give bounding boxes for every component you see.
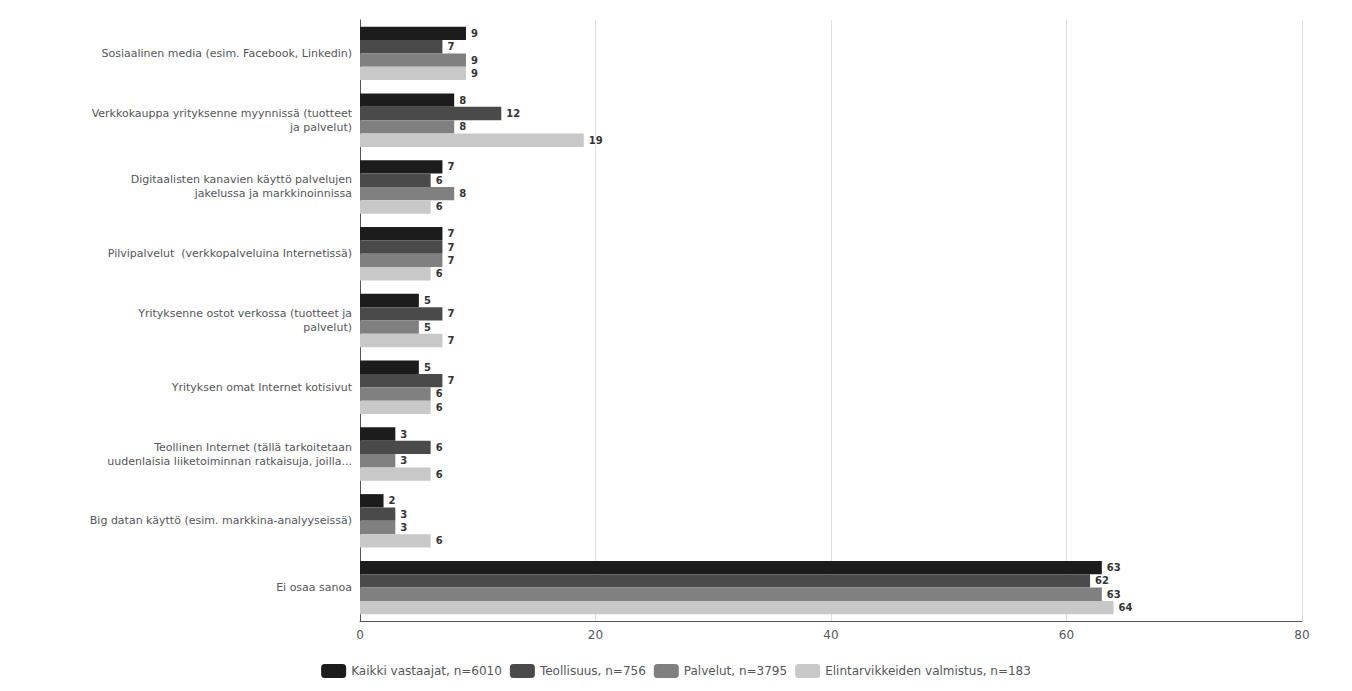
svg-text:3: 3 bbox=[400, 455, 407, 466]
svg-text:3: 3 bbox=[400, 429, 407, 440]
svg-text:5: 5 bbox=[424, 322, 431, 333]
svg-text:ja palvelut): ja palvelut) bbox=[289, 121, 352, 134]
svg-text:9: 9 bbox=[471, 28, 478, 39]
svg-text:20: 20 bbox=[588, 628, 603, 642]
svg-text:8: 8 bbox=[459, 121, 466, 132]
svg-text:uudenlaisia liiketoiminnan rat: uudenlaisia liiketoiminnan ratkaisuja, j… bbox=[107, 455, 352, 468]
svg-text:5: 5 bbox=[424, 362, 431, 373]
svg-text:7: 7 bbox=[447, 242, 454, 253]
svg-text:3: 3 bbox=[400, 522, 407, 533]
svg-text:Yrityksenne ostot verkossa (tu: Yrityksenne ostot verkossa (tuotteet ja bbox=[137, 307, 352, 320]
svg-text:2: 2 bbox=[389, 495, 396, 506]
svg-text:Pilvipalvelut (verkkopalvelui: Pilvipalvelut (verkkopalveluina Internet… bbox=[108, 247, 352, 260]
svg-text:80: 80 bbox=[1294, 628, 1309, 642]
svg-text:8: 8 bbox=[459, 95, 466, 106]
svg-text:0: 0 bbox=[356, 628, 364, 642]
svg-text:7: 7 bbox=[447, 308, 454, 319]
svg-text:7: 7 bbox=[447, 255, 454, 266]
svg-text:19: 19 bbox=[589, 135, 603, 146]
svg-text:7: 7 bbox=[447, 161, 454, 172]
svg-text:Palvelut, n=3795: Palvelut, n=3795 bbox=[684, 664, 787, 678]
svg-text:40: 40 bbox=[823, 628, 838, 642]
svg-text:Sosiaalinen media (esim. Faceb: Sosiaalinen media (esim. Facebook, Linke… bbox=[102, 47, 353, 60]
svg-text:6: 6 bbox=[436, 175, 443, 186]
svg-text:Ei osaa sanoa: Ei osaa sanoa bbox=[276, 581, 352, 594]
svg-text:7: 7 bbox=[447, 335, 454, 346]
svg-text:6: 6 bbox=[436, 388, 443, 399]
svg-text:7: 7 bbox=[447, 228, 454, 239]
svg-text:62: 62 bbox=[1095, 575, 1109, 586]
svg-text:Big datan käyttö (esim. markki: Big datan käyttö (esim. markkina-analyys… bbox=[90, 514, 352, 527]
svg-text:6: 6 bbox=[436, 442, 443, 453]
svg-text:64: 64 bbox=[1119, 602, 1133, 613]
svg-text:9: 9 bbox=[471, 68, 478, 79]
svg-text:Digitaalisten kanavien käyttö: Digitaalisten kanavien käyttö palvelujen bbox=[131, 173, 352, 186]
svg-text:Teollinen Internet (tällä tark: Teollinen Internet (tällä tarkoitetaan bbox=[153, 441, 352, 454]
svg-text:7: 7 bbox=[447, 41, 454, 52]
svg-text:3: 3 bbox=[400, 509, 407, 520]
svg-text:jakelussa ja markkinoinnissa: jakelussa ja markkinoinnissa bbox=[194, 187, 352, 200]
svg-text:5: 5 bbox=[424, 295, 431, 306]
svg-text:palvelut): palvelut) bbox=[303, 321, 352, 334]
svg-text:6: 6 bbox=[436, 535, 443, 546]
svg-text:Yrityksen omat Internet kotisi: Yrityksen omat Internet kotisivut bbox=[171, 381, 353, 394]
svg-text:9: 9 bbox=[471, 55, 478, 66]
svg-text:8: 8 bbox=[459, 188, 466, 199]
svg-text:6: 6 bbox=[436, 268, 443, 279]
svg-text:7: 7 bbox=[447, 375, 454, 386]
svg-text:63: 63 bbox=[1107, 589, 1121, 600]
svg-text:60: 60 bbox=[1059, 628, 1074, 642]
svg-text:12: 12 bbox=[506, 108, 520, 119]
svg-text:6: 6 bbox=[436, 402, 443, 413]
svg-text:Verkkokauppa yrityksenne myynn: Verkkokauppa yrityksenne myynnissä (tuot… bbox=[92, 107, 353, 120]
svg-text:Kaikki vastaajat, n=6010: Kaikki vastaajat, n=6010 bbox=[351, 664, 502, 678]
svg-text:Elintarvikkeiden valmistus, n=: Elintarvikkeiden valmistus, n=183 bbox=[825, 664, 1031, 678]
svg-text:Teollisuus, n=756: Teollisuus, n=756 bbox=[539, 664, 646, 678]
svg-text:63: 63 bbox=[1107, 562, 1121, 573]
svg-text:6: 6 bbox=[436, 201, 443, 212]
svg-text:6: 6 bbox=[436, 469, 443, 480]
